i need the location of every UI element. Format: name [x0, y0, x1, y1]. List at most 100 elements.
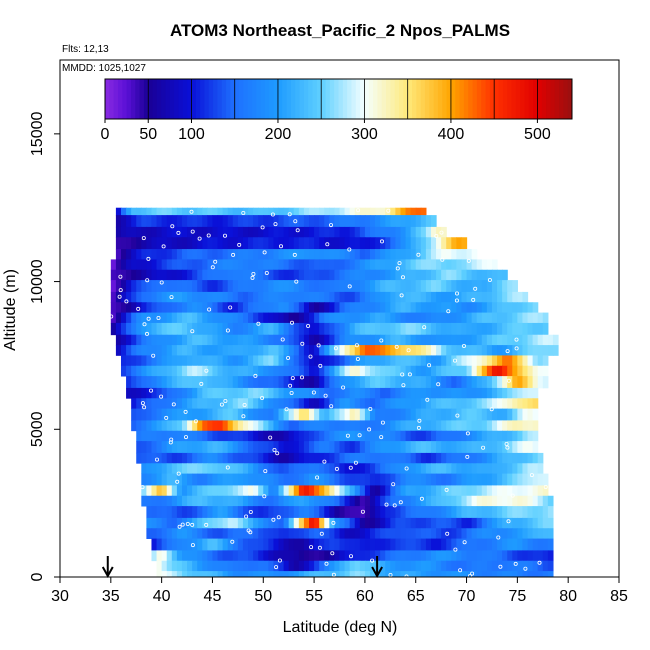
- heat-cell: [273, 473, 280, 486]
- heat-cell: [202, 376, 208, 389]
- heat-cell: [258, 430, 264, 442]
- heat-cell: [486, 302, 493, 313]
- heat-cell: [486, 495, 493, 507]
- heat-cell: [273, 312, 280, 324]
- heat-cell: [288, 420, 295, 432]
- heat-row: [146, 506, 554, 519]
- heat-cell: [390, 259, 396, 271]
- heat-cell: [166, 408, 173, 421]
- heat-cell: [161, 398, 168, 410]
- heat-cell: [385, 345, 391, 356]
- heat-cell: [293, 302, 300, 313]
- heat-cell: [375, 528, 381, 539]
- heat-cell: [456, 528, 463, 539]
- heat-cell: [319, 215, 325, 228]
- heat-cell: [232, 430, 239, 442]
- heat-cell: [385, 249, 391, 260]
- heat-cell: [314, 226, 320, 238]
- heat-cell: [146, 473, 153, 486]
- heat-cell: [344, 345, 351, 356]
- colorbar-swatch: [399, 79, 404, 119]
- heat-cell: [486, 312, 493, 324]
- heat-cell: [522, 517, 529, 529]
- sample-point: [416, 425, 421, 430]
- heat-cell: [237, 538, 244, 551]
- heat-cell: [451, 430, 457, 442]
- heat-cell: [491, 355, 498, 367]
- heat-cell: [481, 312, 488, 324]
- heat-cell: [314, 269, 320, 281]
- heat-cell: [324, 420, 330, 432]
- heat-cell: [339, 420, 346, 432]
- heat-cell: [263, 550, 269, 562]
- heat-cell: [451, 376, 457, 389]
- heat-cell: [441, 528, 447, 539]
- heat-cell: [471, 538, 478, 551]
- heat-cell: [141, 207, 147, 216]
- heat-cell: [339, 387, 346, 399]
- heat-cell: [288, 280, 295, 293]
- heat-cell: [268, 517, 275, 529]
- heat-cell: [136, 280, 142, 293]
- heat-cell: [532, 322, 539, 336]
- heat-cell: [187, 571, 193, 578]
- heat-cell: [161, 365, 168, 377]
- heat-cell: [298, 365, 305, 377]
- heat-cell: [364, 376, 371, 389]
- heat-cell: [248, 334, 254, 346]
- heat-cell: [359, 345, 366, 356]
- sample-point: [141, 236, 146, 241]
- sample-point: [210, 265, 215, 270]
- heat-cell: [430, 452, 437, 464]
- heat-cell: [263, 495, 269, 507]
- colorbar-tick-label: 100: [178, 126, 205, 143]
- heat-cell: [349, 291, 356, 303]
- heat-cell: [344, 408, 351, 421]
- heat-cell: [364, 506, 371, 519]
- heat-cell: [375, 473, 381, 486]
- heat-cell: [425, 280, 432, 293]
- heat-cell: [288, 463, 295, 474]
- heat-cell: [176, 560, 183, 572]
- heat-cell: [278, 312, 285, 324]
- sample-point: [395, 266, 400, 271]
- heat-cell: [375, 517, 381, 529]
- heat-cell: [217, 259, 224, 271]
- heat-cell: [268, 408, 275, 421]
- heat-cell: [181, 538, 188, 551]
- heat-cell: [405, 517, 412, 529]
- colorbar-swatch: [113, 79, 119, 119]
- heat-cell: [314, 207, 320, 216]
- heat-cell: [258, 387, 264, 399]
- heat-cell: [176, 387, 183, 399]
- heat-cell: [390, 345, 396, 356]
- heat-cell: [415, 249, 422, 260]
- heat-cell: [461, 259, 468, 271]
- heat-cell: [522, 387, 529, 399]
- heat-cell: [232, 249, 239, 260]
- heat-cell: [476, 302, 483, 313]
- heat-row: [115, 249, 478, 260]
- sample-point: [510, 493, 515, 498]
- heat-cell: [446, 571, 452, 578]
- heat-cell: [212, 538, 219, 551]
- heat-cell: [405, 571, 412, 578]
- heat-cell: [471, 485, 478, 497]
- heat-cell: [156, 517, 163, 529]
- heat-cell: [375, 355, 381, 367]
- heat-cell: [273, 291, 280, 303]
- heat-cell: [532, 452, 539, 464]
- heat-cell: [181, 485, 188, 497]
- heat-cell: [171, 550, 178, 562]
- heat-cell: [507, 560, 513, 572]
- heat-cell: [395, 269, 402, 281]
- heat-cell: [314, 398, 320, 410]
- heat-cell: [192, 259, 198, 271]
- heat-cell: [283, 249, 290, 260]
- heat-cell: [471, 560, 478, 572]
- heat-cell: [303, 334, 310, 346]
- heat-cell: [212, 322, 219, 336]
- heat-cell: [207, 517, 214, 529]
- heat-cell: [395, 463, 402, 474]
- heat-cell: [288, 560, 295, 572]
